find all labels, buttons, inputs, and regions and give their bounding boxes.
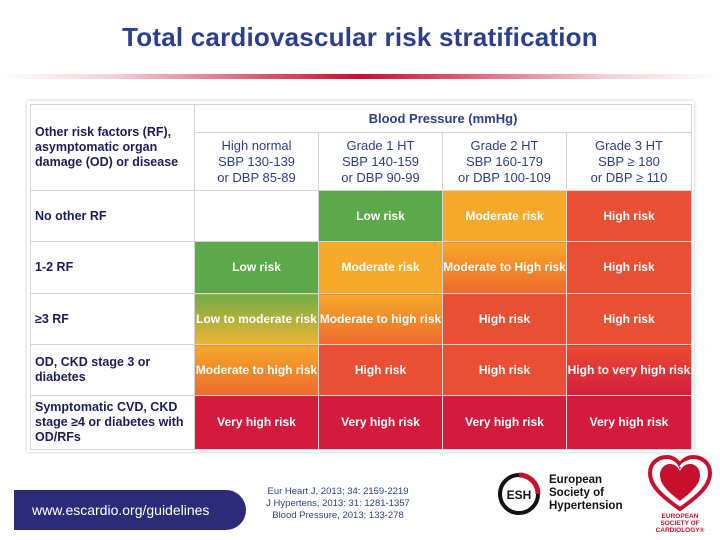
esc-name: EUROPEAN SOCIETY OF CARDIOLOGY® [640,513,720,534]
risk-cell: Moderate to high risk [318,293,443,345]
risk-cell: Very high risk [318,395,443,450]
risk-cell: High to very high risk [566,344,692,396]
table-row: Symptomatic CVD, CKD stage ≥4 or diabete… [30,395,692,450]
esh-name-line: Hypertension [549,500,623,512]
esh-logo-icon: ESH [498,472,541,515]
row-label: ≥3 RF [30,293,195,345]
risk-cell: Moderate to high risk [194,344,319,396]
row-label: OD, CKD stage 3 or diabetes [30,344,195,396]
column-header: High normal SBP 130-139 or DBP 85-89 [194,132,319,191]
risk-table: Other risk factors (RF), asymptomatic or… [30,104,692,450]
column-sbp: SBP 160-179 [465,153,544,169]
reference-line: Eur Heart J, 2013; 34: 2159-2219 [267,486,409,497]
column-name: Grade 1 HT [346,137,415,153]
reference-line: Blood Pressure, 2013: 133-278 [272,510,404,521]
esc-name-line: CARDIOLOGY® [655,527,705,534]
risk-cell: Very high risk [194,395,319,450]
table-row: 1-2 RF Low risk Moderate risk Moderate t… [30,241,692,294]
row-label: No other RF [30,190,195,242]
risk-cell: Moderate risk [318,241,443,294]
risk-cell: Very high risk [566,395,692,450]
risk-cell: High risk [442,293,567,345]
blood-pressure-header: Blood Pressure (mmHg) [194,104,692,133]
esh-abbr: ESH [507,488,532,502]
column-name: High normal [221,137,292,153]
column-name: Grade 3 HT [595,137,663,153]
risk-cell: Moderate risk [442,190,567,242]
risk-cell: Moderate to High risk [442,241,567,294]
esc-name-line: SOCIETY OF [660,520,700,527]
column-dbp: or DBP 100-109 [458,169,551,185]
esh-name: European Society of Hypertension [549,474,623,513]
risk-cell [194,190,319,242]
column-sbp: SBP 140-159 [341,153,420,169]
page-title: Total cardiovascular risk stratification [122,22,598,52]
column-header: Grade 1 HT SBP 140-159 or DBP 90-99 [318,132,443,191]
esh-name-line: Society of [549,487,604,499]
guidelines-link[interactable]: www.escardio.org/guidelines [14,490,246,530]
risk-cell: Low to moderate risk [194,293,319,345]
column-sbp: SBP 130-139 [217,153,296,169]
column-header: Grade 3 HT SBP ≥ 180 or DBP ≥ 110 [566,132,692,191]
risk-cell: Low risk [318,190,443,242]
esc-name-line: EUROPEAN [661,513,699,520]
references: Eur Heart J, 2013; 34: 2159-2219 J Hyper… [248,486,428,522]
table-header-row: Other risk factors (RF), asymptomatic or… [30,104,692,191]
column-name: Grade 2 HT [470,137,539,153]
table-row: OD, CKD stage 3 or diabetes Moderate to … [30,344,692,396]
risk-cell: Low risk [194,241,319,294]
risk-cell: Very high risk [442,395,567,450]
row-label: Symptomatic CVD, CKD stage ≥4 or diabete… [30,395,195,450]
esh-name-line: European [549,474,603,486]
column-header: Grade 2 HT SBP 160-179 or DBP 100-109 [442,132,567,191]
column-sbp: SBP ≥ 180 [598,153,660,169]
bp-column-headers: High normal SBP 130-139 or DBP 85-89 Grade… [31,132,692,191]
title-divider [0,74,720,79]
table-row: No other RF Low risk Moderate risk High … [30,190,692,242]
corner-header: Other risk factors (RF), asymptomatic or… [30,104,195,191]
esc-logo-block: EUROPEAN SOCIETY OF CARDIOLOGY® [640,454,720,535]
risk-cell: High risk [442,344,567,396]
reference-line: J Hypertens, 2013: 31: 1281-1357 [266,498,410,509]
column-dbp: or DBP 90-99 [341,169,420,185]
risk-cell: High risk [566,190,692,242]
column-dbp: or DBP 85-89 [217,169,296,185]
column-dbp: or DBP ≥ 110 [590,169,668,185]
esc-heart-icon [647,454,713,512]
row-label: 1-2 RF [30,241,195,294]
esh-logo-block: ESH European Society of Hypertension [497,470,657,520]
risk-cell: High risk [318,344,443,396]
risk-cell: High risk [566,241,692,294]
risk-cell: High risk [566,293,692,345]
table-row: ≥3 RF Low to moderate risk Moderate to h… [30,293,692,345]
